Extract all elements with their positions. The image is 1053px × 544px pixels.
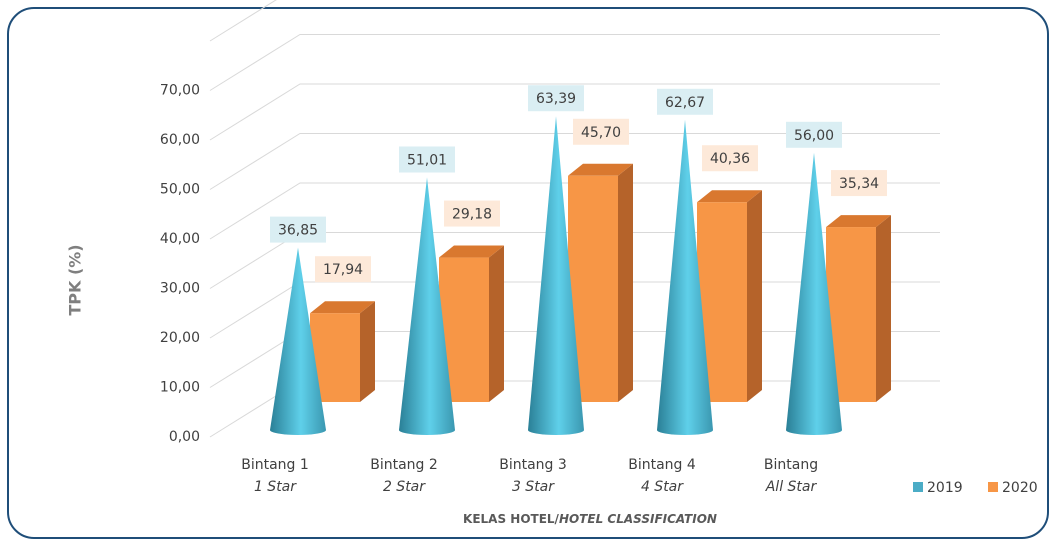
legend-label: 2020 <box>1002 480 1038 496</box>
y-tick-label: 70,00 <box>160 83 200 99</box>
grid-frame <box>209 0 277 42</box>
bar-top <box>826 215 891 228</box>
legend-swatch <box>913 482 923 492</box>
cone <box>399 177 455 435</box>
value-label: 17,94 <box>323 262 363 278</box>
bar-side <box>360 301 375 402</box>
value-label: 63,39 <box>536 91 576 107</box>
value-label: 51,01 <box>407 153 447 169</box>
x-axis-label: KELAS HOTEL/HOTEL CLASSIFICATION <box>463 512 717 526</box>
bar <box>568 163 633 402</box>
x-tick-label: Bintang 3 <box>499 457 567 473</box>
x-tick-label: Bintang 2 <box>370 457 438 473</box>
value-label-bg <box>315 256 371 283</box>
value-label-bg <box>399 146 455 173</box>
bar <box>826 215 891 402</box>
grid-line <box>209 133 940 190</box>
bar <box>310 301 375 402</box>
cone <box>528 116 584 436</box>
y-tick-label: 10,00 <box>160 380 200 396</box>
grid-line <box>209 182 940 240</box>
y-tick-label: 30,00 <box>160 281 200 297</box>
value-label-bg <box>528 85 584 112</box>
y-tick-label: 60,00 <box>160 132 200 148</box>
legend-label: 2019 <box>927 480 963 496</box>
value-label-bg <box>702 145 758 172</box>
x-tick-sublabel: 3 Star <box>512 479 555 495</box>
x-tick-label: Bintang 1 <box>241 457 309 473</box>
grid-line <box>209 34 940 91</box>
y-axis-label: TPK (%) <box>66 244 85 315</box>
bar-side <box>747 190 762 402</box>
x-tick-sublabel: All Star <box>765 479 818 495</box>
x-axis-label-en: HOTEL CLASSIFICATION <box>559 512 717 526</box>
x-tick-label: Bintang 4 <box>628 457 696 473</box>
value-label-bg <box>573 118 629 145</box>
bar-side <box>618 163 633 402</box>
y-tick-label: 20,00 <box>160 330 200 346</box>
value-label-bg <box>270 216 326 243</box>
bar-side <box>489 245 504 402</box>
value-label-bg <box>657 88 713 115</box>
bar-top <box>310 301 375 314</box>
x-tick-label: Bintang <box>764 457 818 473</box>
cone <box>786 152 842 436</box>
x-tick-sublabel: 2 Star <box>383 479 426 495</box>
value-label-bg <box>786 121 842 148</box>
bar-side <box>876 215 891 402</box>
bar-top <box>697 190 762 203</box>
value-label: 35,34 <box>839 176 879 192</box>
cone <box>657 119 713 435</box>
value-label: 40,36 <box>710 151 750 167</box>
x-tick-sublabel: 4 Star <box>641 479 684 495</box>
legend-swatch <box>988 482 998 492</box>
value-label: 56,00 <box>794 128 834 144</box>
cone <box>270 247 326 435</box>
x-axis-label-id: KELAS HOTEL/ <box>463 512 560 526</box>
y-tick-label: 0,00 <box>169 429 200 445</box>
value-label: 62,67 <box>665 95 705 111</box>
grid-line <box>209 83 940 141</box>
value-label: 45,70 <box>581 125 621 141</box>
value-label-bg <box>444 200 500 227</box>
value-label: 36,85 <box>278 223 318 239</box>
value-label-bg <box>831 170 887 197</box>
y-tick-label: 50,00 <box>160 182 200 198</box>
x-tick-sublabel: 1 Star <box>254 479 297 495</box>
bar-top <box>568 163 633 176</box>
bar-top <box>439 245 504 258</box>
y-tick-label: 40,00 <box>160 231 200 247</box>
value-label: 29,18 <box>452 207 492 223</box>
